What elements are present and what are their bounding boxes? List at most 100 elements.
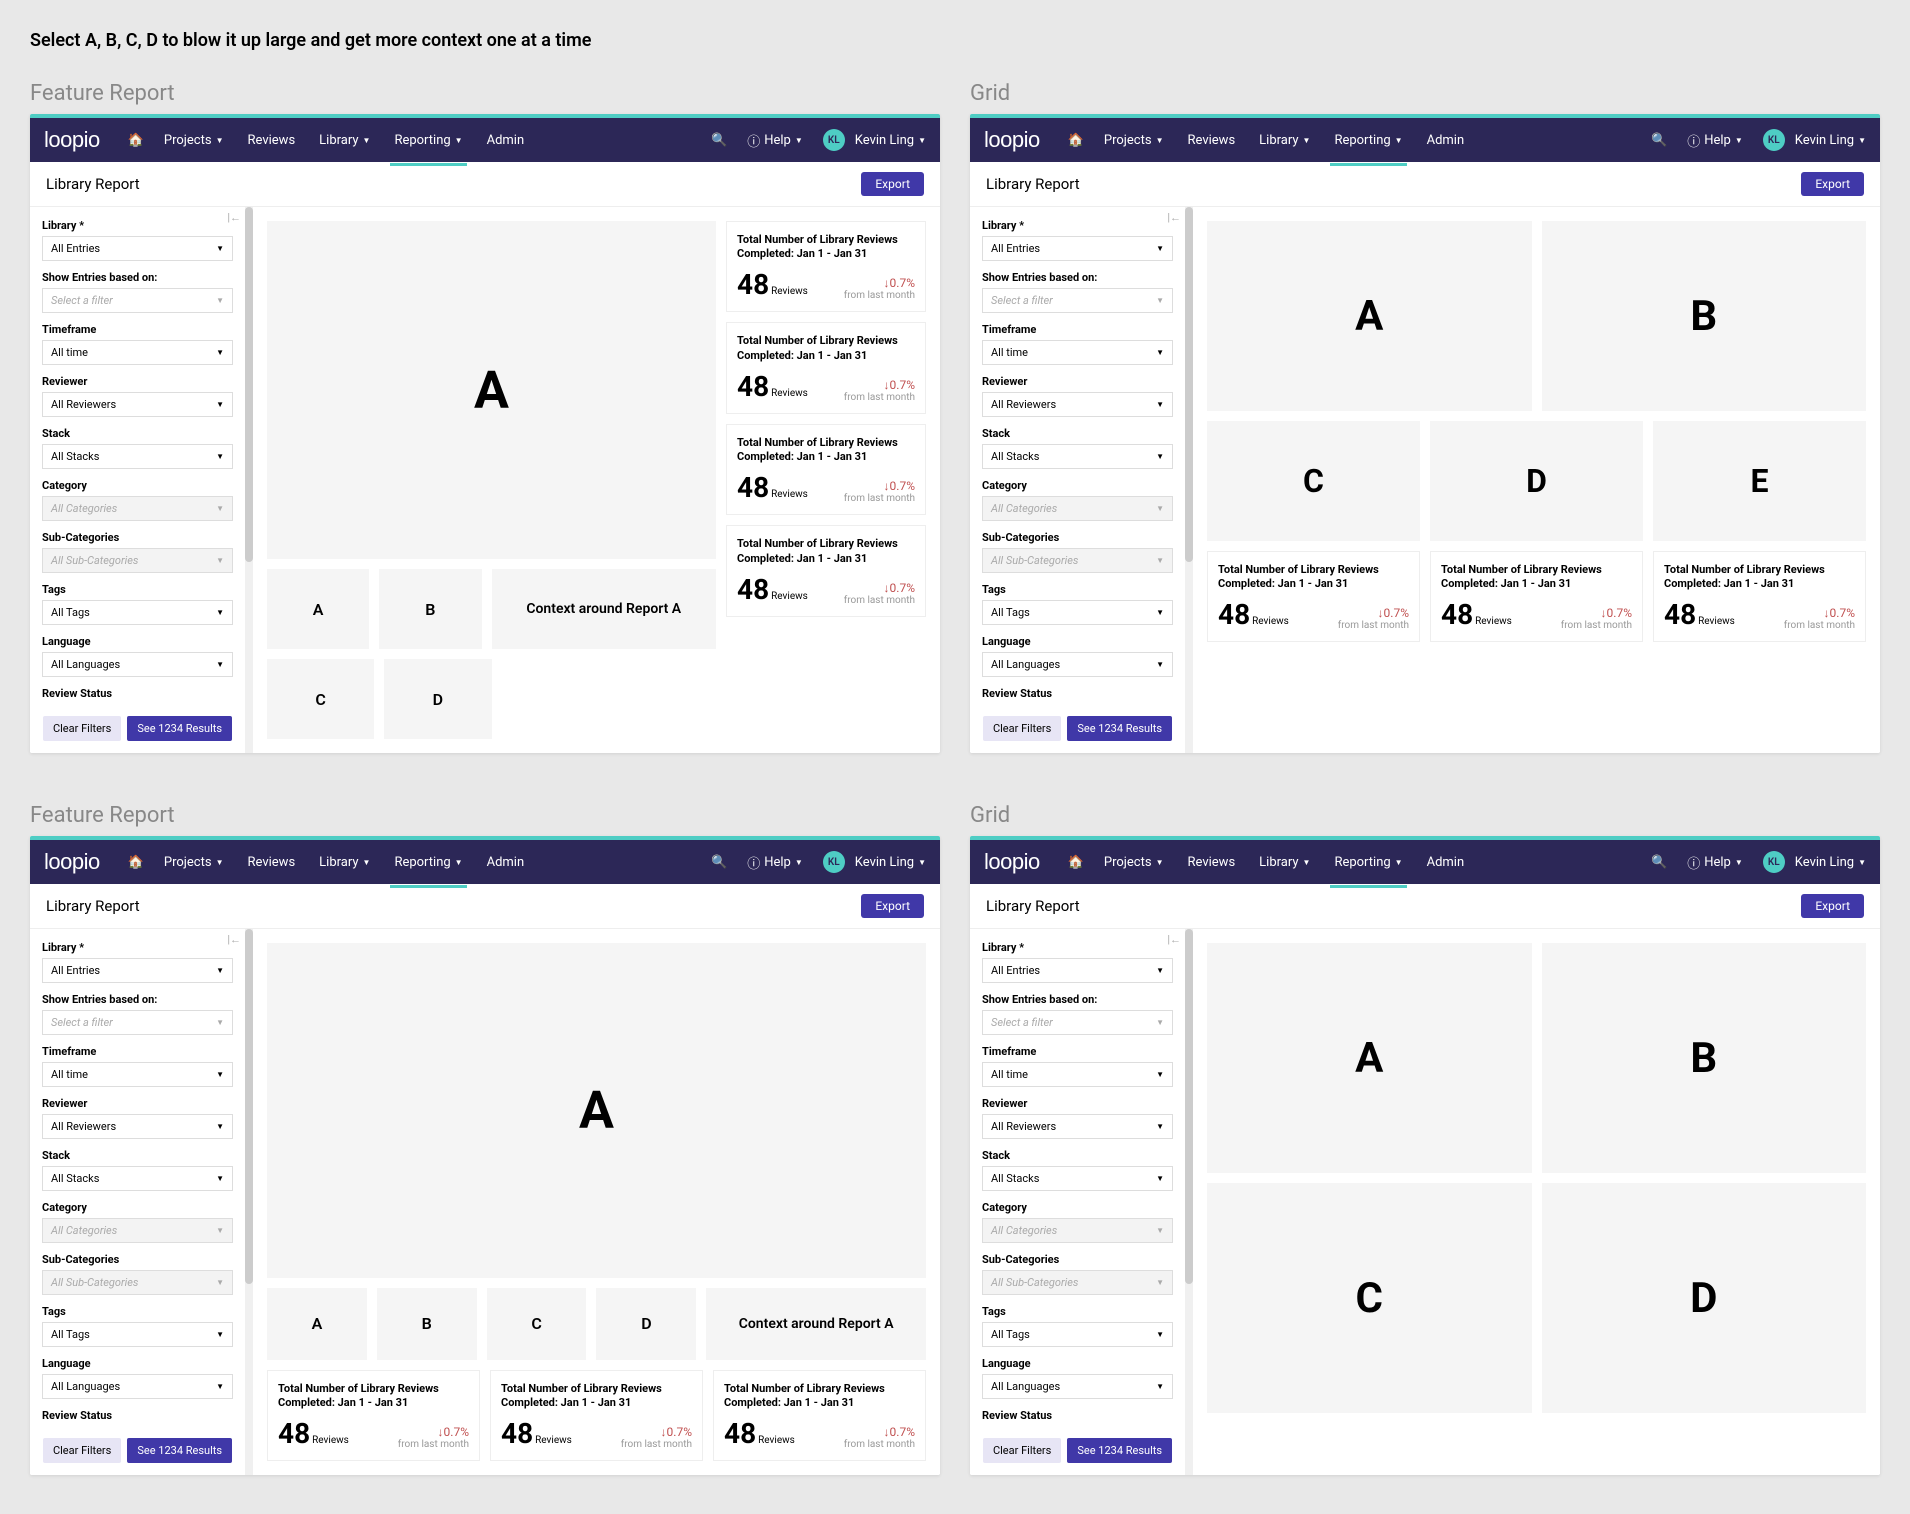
nav-projects[interactable]: Projects▼	[1092, 840, 1176, 884]
see-results-button[interactable]: See 1234 Results	[127, 716, 232, 741]
filter-select[interactable]: All Categories▼	[982, 1218, 1173, 1243]
tile-b[interactable]: B	[1542, 943, 1867, 1173]
see-results-button[interactable]: See 1234 Results	[127, 1438, 232, 1463]
filter-select[interactable]: All Languages▼	[982, 652, 1173, 677]
nav-help[interactable]: ⓘ Help▼	[735, 118, 815, 162]
filter-select[interactable]: All Categories▼	[982, 496, 1173, 521]
export-button[interactable]: Export	[1801, 172, 1864, 196]
filter-select[interactable]: All Tags▼	[42, 1322, 233, 1347]
filter-select[interactable]: All time▼	[42, 1062, 233, 1087]
nav-admin[interactable]: Admin	[1415, 118, 1477, 162]
filter-select[interactable]: All Languages▼	[982, 1374, 1173, 1399]
nav-admin[interactable]: Admin	[1415, 840, 1477, 884]
tile-b[interactable]: B	[377, 1288, 477, 1360]
tile-b[interactable]: B	[1542, 221, 1867, 411]
nav-admin[interactable]: Admin	[475, 840, 537, 884]
export-button[interactable]: Export	[861, 894, 924, 918]
nav-admin[interactable]: Admin	[475, 118, 537, 162]
tile-c[interactable]: C	[267, 659, 374, 739]
nav-reporting[interactable]: Reporting▼	[1322, 118, 1414, 162]
tile-d[interactable]: D	[384, 659, 491, 739]
nav-reporting[interactable]: Reporting▼	[1322, 840, 1414, 884]
filter-select[interactable]: All Sub-Categories▼	[982, 548, 1173, 573]
feature-tile-large[interactable]: A	[267, 221, 716, 559]
user-menu[interactable]: KL Kevin Ling▼	[1755, 851, 1866, 873]
collapse-sidebar-icon[interactable]: |←	[1167, 211, 1181, 224]
filter-select[interactable]: All Entries▼	[982, 236, 1173, 261]
export-button[interactable]: Export	[861, 172, 924, 196]
filter-select[interactable]: All Reviewers▼	[42, 392, 233, 417]
sidebar-scrollbar[interactable]	[245, 929, 253, 1475]
clear-filters-button[interactable]: Clear Filters	[43, 1438, 121, 1463]
search-icon[interactable]: 🔍	[703, 855, 735, 870]
filter-select[interactable]: All Stacks▼	[42, 444, 233, 469]
nav-help[interactable]: ⓘ Help▼	[1675, 118, 1755, 162]
filter-select[interactable]: All Entries▼	[982, 958, 1173, 983]
nav-reviews[interactable]: Reviews	[236, 118, 308, 162]
nav-reviews[interactable]: Reviews	[236, 840, 308, 884]
nav-library[interactable]: Library▼	[307, 840, 382, 884]
tile-b[interactable]: B	[379, 569, 481, 649]
home-icon[interactable]: 🏠	[1060, 855, 1092, 870]
nav-library[interactable]: Library▼	[1247, 840, 1322, 884]
filter-select[interactable]: All Stacks▼	[982, 444, 1173, 469]
nav-reviews[interactable]: Reviews	[1176, 118, 1248, 162]
tile-d[interactable]: D	[1542, 1183, 1867, 1413]
nav-help[interactable]: ⓘ Help▼	[735, 840, 815, 884]
nav-reporting[interactable]: Reporting▼	[382, 840, 474, 884]
filter-select[interactable]: Select a filter▼	[982, 1010, 1173, 1035]
tile-e[interactable]: E	[1653, 421, 1866, 541]
user-menu[interactable]: KL Kevin Ling▼	[815, 129, 926, 151]
user-menu[interactable]: KL Kevin Ling▼	[815, 851, 926, 873]
tile-a[interactable]: A	[267, 1288, 367, 1360]
nav-projects[interactable]: Projects▼	[152, 840, 236, 884]
filter-select[interactable]: All Tags▼	[982, 600, 1173, 625]
tile-a[interactable]: A	[1207, 221, 1532, 411]
clear-filters-button[interactable]: Clear Filters	[983, 716, 1061, 741]
nav-reporting[interactable]: Reporting▼	[382, 118, 474, 162]
nav-library[interactable]: Library▼	[1247, 118, 1322, 162]
home-icon[interactable]: 🏠	[120, 855, 152, 870]
filter-select[interactable]: Select a filter▼	[42, 1010, 233, 1035]
nav-reviews[interactable]: Reviews	[1176, 840, 1248, 884]
sidebar-scrollbar[interactable]	[245, 207, 253, 753]
filter-select[interactable]: Select a filter▼	[982, 288, 1173, 313]
see-results-button[interactable]: See 1234 Results	[1067, 716, 1172, 741]
filter-select[interactable]: All Entries▼	[42, 236, 233, 261]
filter-select[interactable]: All time▼	[42, 340, 233, 365]
filter-select[interactable]: All Categories▼	[42, 1218, 233, 1243]
tile-c[interactable]: C	[487, 1288, 587, 1360]
filter-select[interactable]: All Languages▼	[42, 1374, 233, 1399]
filter-select[interactable]: All Tags▼	[42, 600, 233, 625]
nav-help[interactable]: ⓘ Help▼	[1675, 840, 1755, 884]
filter-select[interactable]: Select a filter▼	[42, 288, 233, 313]
see-results-button[interactable]: See 1234 Results	[1067, 1438, 1172, 1463]
filter-select[interactable]: All Reviewers▼	[982, 392, 1173, 417]
sidebar-scrollbar[interactable]	[1185, 207, 1193, 753]
filter-select[interactable]: All Stacks▼	[982, 1166, 1173, 1191]
filter-select[interactable]: All Sub-Categories▼	[42, 1270, 233, 1295]
filter-select[interactable]: All Categories▼	[42, 496, 233, 521]
collapse-sidebar-icon[interactable]: |←	[227, 211, 241, 224]
collapse-sidebar-icon[interactable]: |←	[227, 933, 241, 946]
tile-d[interactable]: D	[596, 1288, 696, 1360]
collapse-sidebar-icon[interactable]: |←	[1167, 933, 1181, 946]
tile-c[interactable]: C	[1207, 421, 1420, 541]
user-menu[interactable]: KL Kevin Ling▼	[1755, 129, 1866, 151]
home-icon[interactable]: 🏠	[1060, 133, 1092, 148]
nav-projects[interactable]: Projects▼	[1092, 118, 1176, 162]
tile-d[interactable]: D	[1430, 421, 1643, 541]
filter-select[interactable]: All time▼	[982, 1062, 1173, 1087]
filter-select[interactable]: All Stacks▼	[42, 1166, 233, 1191]
filter-select[interactable]: All Tags▼	[982, 1322, 1173, 1347]
filter-select[interactable]: All Reviewers▼	[42, 1114, 233, 1139]
filter-select[interactable]: All Reviewers▼	[982, 1114, 1173, 1139]
search-icon[interactable]: 🔍	[1643, 855, 1675, 870]
tile-a[interactable]: A	[267, 569, 369, 649]
nav-library[interactable]: Library▼	[307, 118, 382, 162]
filter-select[interactable]: All Sub-Categories▼	[982, 1270, 1173, 1295]
filter-select[interactable]: All Sub-Categories▼	[42, 548, 233, 573]
sidebar-scrollbar[interactable]	[1185, 929, 1193, 1475]
tile-a[interactable]: A	[1207, 943, 1532, 1173]
search-icon[interactable]: 🔍	[1643, 133, 1675, 148]
